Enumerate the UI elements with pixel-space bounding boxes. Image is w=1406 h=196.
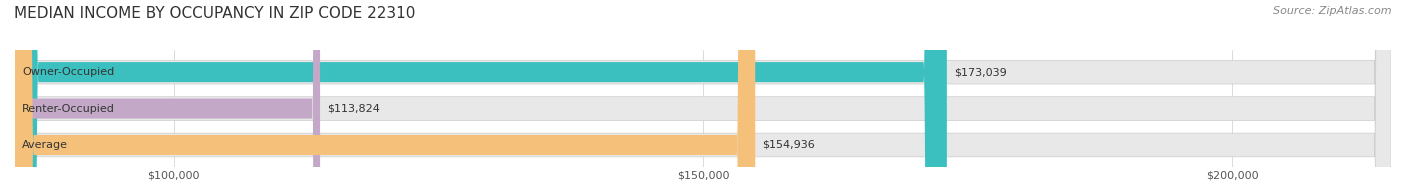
Text: Source: ZipAtlas.com: Source: ZipAtlas.com: [1274, 6, 1392, 16]
FancyBboxPatch shape: [15, 0, 755, 196]
Text: Renter-Occupied: Renter-Occupied: [22, 103, 115, 113]
Text: MEDIAN INCOME BY OCCUPANCY IN ZIP CODE 22310: MEDIAN INCOME BY OCCUPANCY IN ZIP CODE 2…: [14, 6, 415, 21]
Text: $173,039: $173,039: [953, 67, 1007, 77]
FancyBboxPatch shape: [15, 0, 1391, 196]
Text: Average: Average: [22, 140, 67, 150]
FancyBboxPatch shape: [15, 0, 946, 196]
FancyBboxPatch shape: [15, 0, 1391, 196]
FancyBboxPatch shape: [15, 0, 321, 196]
Text: Owner-Occupied: Owner-Occupied: [22, 67, 114, 77]
FancyBboxPatch shape: [15, 0, 1391, 196]
Text: $113,824: $113,824: [328, 103, 380, 113]
Text: $154,936: $154,936: [762, 140, 815, 150]
